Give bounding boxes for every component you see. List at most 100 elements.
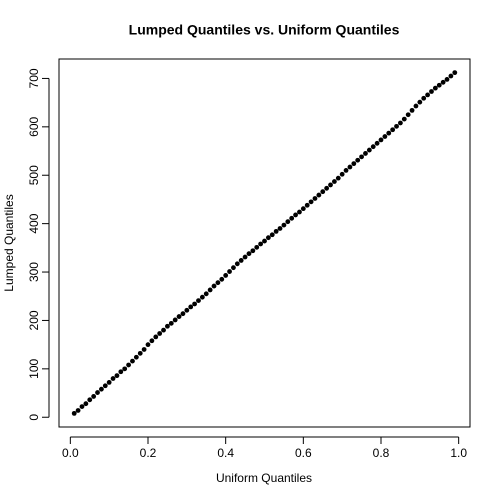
point bbox=[102, 383, 108, 389]
point bbox=[199, 294, 205, 300]
point bbox=[114, 373, 120, 379]
point bbox=[405, 112, 411, 118]
point bbox=[359, 154, 364, 160]
point bbox=[366, 147, 372, 153]
point bbox=[440, 79, 446, 85]
point bbox=[347, 164, 353, 170]
point bbox=[425, 92, 430, 98]
point bbox=[312, 196, 318, 201]
point bbox=[386, 130, 392, 136]
y-tick-label: 300 bbox=[27, 262, 41, 282]
point bbox=[277, 226, 283, 231]
point bbox=[196, 298, 201, 303]
point bbox=[370, 144, 376, 150]
point bbox=[254, 244, 260, 250]
x-tick-label: 0.0 bbox=[62, 446, 79, 460]
point bbox=[79, 404, 85, 409]
point bbox=[262, 238, 267, 244]
point bbox=[126, 362, 131, 368]
point bbox=[83, 401, 89, 407]
point bbox=[429, 89, 434, 94]
point bbox=[300, 206, 306, 212]
point bbox=[192, 301, 198, 307]
point bbox=[394, 123, 399, 129]
point bbox=[172, 317, 178, 323]
point bbox=[215, 280, 221, 286]
point bbox=[180, 311, 186, 317]
point bbox=[219, 276, 225, 282]
point bbox=[401, 116, 407, 122]
point bbox=[231, 265, 236, 271]
point bbox=[398, 120, 403, 126]
point bbox=[409, 107, 415, 113]
y-tick-label: 200 bbox=[27, 310, 41, 330]
point bbox=[227, 269, 232, 274]
point bbox=[137, 350, 143, 356]
point bbox=[285, 219, 291, 225]
point bbox=[223, 273, 229, 278]
point bbox=[153, 334, 159, 340]
point bbox=[281, 222, 287, 228]
point bbox=[110, 376, 116, 381]
point bbox=[71, 410, 77, 416]
y-tick-label: 0 bbox=[27, 414, 41, 421]
y-tick-label: 500 bbox=[27, 165, 41, 185]
point bbox=[91, 394, 97, 399]
point bbox=[149, 338, 155, 344]
point bbox=[234, 261, 240, 267]
x-axis-label: Uniform Quantiles bbox=[216, 471, 312, 485]
point bbox=[293, 212, 298, 218]
point bbox=[363, 151, 368, 156]
point bbox=[273, 228, 279, 234]
point bbox=[141, 347, 147, 352]
point bbox=[343, 167, 349, 173]
point bbox=[242, 254, 248, 260]
point bbox=[118, 369, 124, 375]
x-tick-label: 0.8 bbox=[373, 446, 390, 460]
point bbox=[250, 248, 256, 254]
point bbox=[421, 95, 427, 101]
x-tick-label: 0.6 bbox=[295, 446, 312, 460]
point bbox=[289, 215, 295, 221]
point bbox=[374, 140, 380, 146]
point bbox=[95, 390, 100, 395]
point bbox=[99, 386, 104, 392]
point bbox=[297, 209, 302, 215]
x-tick-label: 0.4 bbox=[217, 446, 234, 460]
point bbox=[207, 287, 213, 293]
point bbox=[168, 320, 174, 326]
point bbox=[304, 202, 310, 208]
point bbox=[122, 366, 128, 372]
point bbox=[320, 189, 326, 195]
y-tick-label: 100 bbox=[27, 359, 41, 379]
point bbox=[75, 408, 81, 413]
point bbox=[413, 103, 419, 109]
point bbox=[106, 379, 112, 385]
point bbox=[308, 199, 314, 205]
point bbox=[203, 291, 209, 297]
point bbox=[339, 171, 345, 177]
y-axis-label: Lumped Quantiles bbox=[2, 194, 16, 291]
point bbox=[238, 258, 244, 263]
point bbox=[269, 232, 275, 238]
x-tick-label: 1.0 bbox=[450, 446, 467, 460]
chart-title: Lumped Quantiles vs. Uniform Quantiles bbox=[129, 22, 400, 38]
y-tick-label: 600 bbox=[27, 117, 41, 137]
point bbox=[390, 127, 396, 133]
point bbox=[452, 70, 458, 76]
y-tick-label: 400 bbox=[27, 213, 41, 233]
plot-box bbox=[58, 58, 471, 428]
point bbox=[133, 354, 139, 360]
point bbox=[246, 251, 252, 257]
point bbox=[165, 323, 170, 329]
point bbox=[417, 99, 423, 105]
point bbox=[265, 235, 271, 241]
point bbox=[331, 179, 337, 184]
point bbox=[448, 73, 454, 79]
point bbox=[176, 314, 182, 319]
point bbox=[130, 358, 135, 364]
point bbox=[157, 331, 163, 336]
x-tick-label: 0.2 bbox=[140, 446, 157, 460]
